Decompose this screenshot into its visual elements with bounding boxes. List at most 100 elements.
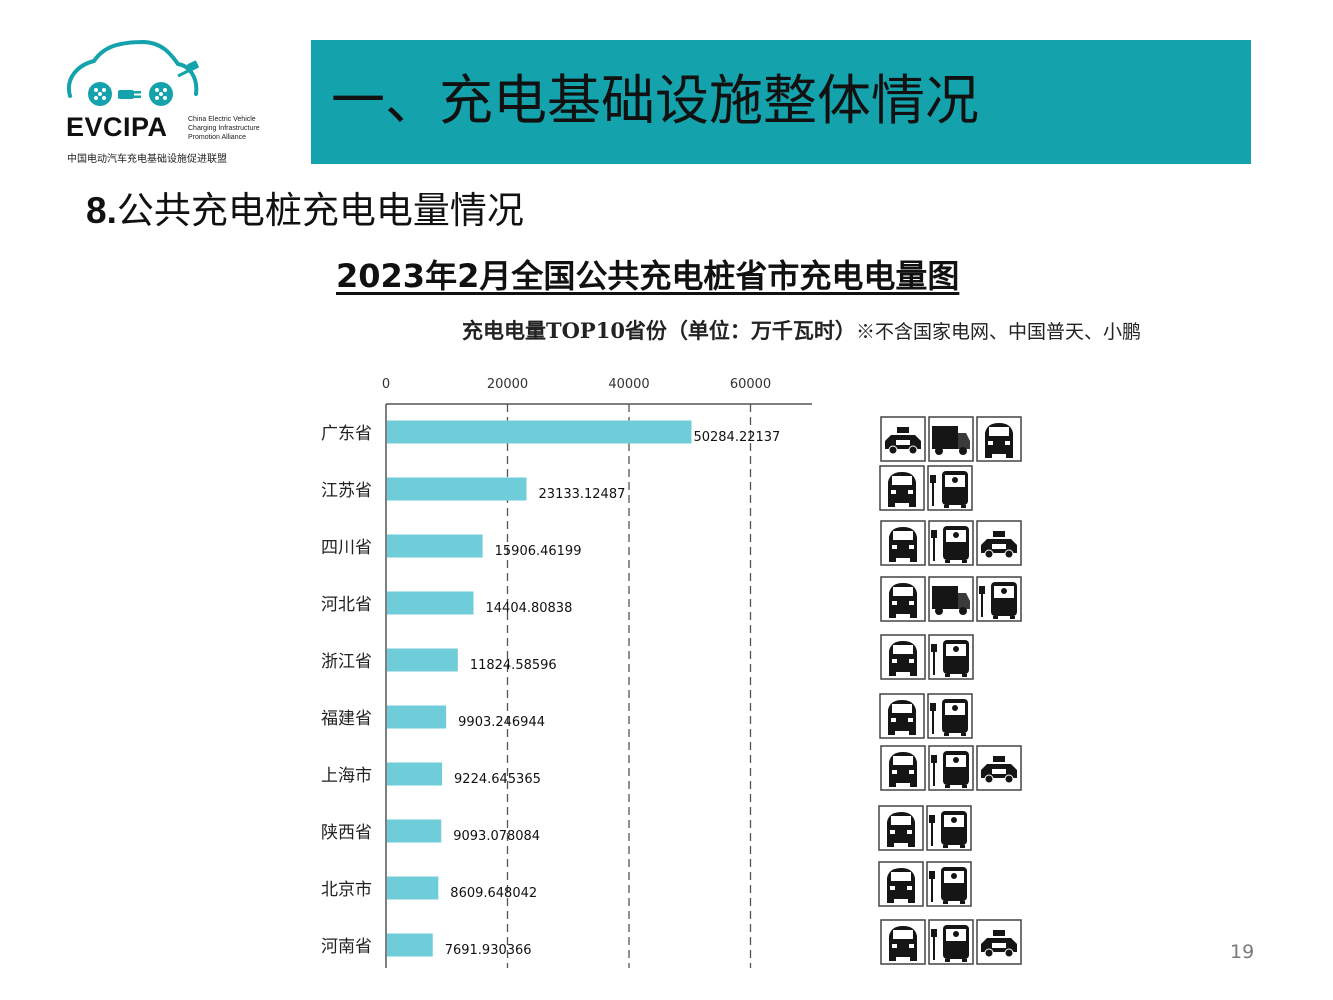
car-wheel — [887, 843, 894, 847]
bar — [387, 477, 527, 501]
truck-cab — [958, 593, 970, 609]
slide-title: 一、充电基础设施整体情况 — [331, 69, 979, 132]
taxi-wheel — [888, 445, 898, 455]
bus-wheel — [962, 560, 967, 563]
car-icon — [879, 465, 925, 511]
car-headlight — [908, 490, 913, 494]
x-tick-label: 20000 — [487, 377, 528, 392]
car-wheel — [889, 783, 896, 787]
bus-stop-sign — [929, 815, 935, 823]
car-windshield — [893, 930, 913, 939]
bus-stop-pole — [933, 649, 935, 675]
bus-driver — [952, 705, 958, 711]
car-wheel — [908, 899, 915, 903]
bus-stop-sign — [930, 475, 936, 483]
taxi-wheel — [984, 948, 994, 958]
bus-stop-pole — [933, 934, 935, 960]
car-windshield — [893, 587, 913, 596]
bar — [387, 933, 433, 957]
category-label: 福建省 — [321, 709, 372, 729]
bus-stop-pole — [933, 535, 935, 561]
data-label: 15906.46199 — [495, 544, 582, 559]
bus-driver — [953, 646, 959, 652]
bus-driver — [953, 532, 959, 538]
car-headlight — [1005, 441, 1010, 445]
x-tick-label: 40000 — [608, 377, 649, 392]
bar — [387, 420, 692, 444]
car-icon — [880, 745, 926, 791]
taxi-wheel — [1004, 549, 1014, 559]
bus-driver — [1001, 588, 1007, 594]
bus-icon — [928, 745, 974, 791]
bus-wheel — [962, 674, 967, 677]
evcipa-logo: EVCIPA China Electric Vehicle Charging I… — [60, 38, 275, 168]
taxi-roof-sign — [897, 427, 909, 433]
bus-stop-sign — [931, 530, 937, 538]
car-wheel — [910, 614, 917, 618]
car-wheel — [910, 558, 917, 562]
truck-wheel — [959, 447, 967, 455]
car-wheel — [909, 731, 916, 735]
bar — [387, 819, 442, 843]
data-label: 8609.648042 — [450, 886, 537, 901]
bus-stop-sign — [930, 703, 936, 711]
taxi-wheel — [908, 445, 918, 455]
car-plug-logo-icon — [66, 39, 199, 106]
car-wheel — [887, 899, 894, 903]
car-windshield — [893, 531, 913, 540]
bus-wheel — [961, 505, 966, 508]
bus-stop-pole — [932, 708, 934, 734]
bus-icon — [928, 520, 974, 566]
category-label: 上海市 — [321, 766, 372, 786]
chart-note: ※不含国家电网、中国普天、小鹏 — [855, 321, 1141, 343]
bus-wheel — [945, 560, 950, 563]
taxi-wheel — [1004, 774, 1014, 784]
car-windshield — [892, 476, 912, 485]
car-wheel — [910, 672, 917, 676]
bar — [387, 876, 439, 900]
logo-en-line: Charging Infrastructure — [188, 125, 260, 132]
truck-icon — [928, 576, 974, 622]
car-wheel — [889, 672, 896, 676]
car-headlight — [909, 944, 914, 948]
bus-wheel — [945, 959, 950, 962]
bar — [387, 705, 447, 729]
category-label: 四川省 — [321, 538, 372, 558]
truck-wheel — [959, 607, 967, 615]
bus-stop-sign — [931, 644, 937, 652]
car-windshield — [893, 756, 913, 765]
car-headlight — [988, 441, 993, 445]
taxi-roof-sign — [993, 930, 1005, 936]
car-wheel — [909, 503, 916, 507]
category-label: 北京市 — [321, 880, 372, 900]
bus-icon — [928, 919, 974, 965]
section-heading: 8.公共充电桩充电电量情况 — [86, 188, 524, 234]
car-headlight — [892, 770, 897, 774]
logo-en-line: China Electric Vehicle — [188, 116, 256, 123]
car-wheel — [889, 957, 896, 961]
taxi-plate — [896, 440, 910, 445]
section-number: 8. — [86, 190, 117, 231]
car-windshield — [892, 704, 912, 713]
truck-wheel — [935, 447, 943, 455]
car-windshield — [989, 427, 1009, 436]
car-headlight — [891, 718, 896, 722]
chart-unit-label: 充电电量TOP10省份（单位：万千瓦时） — [462, 318, 856, 343]
data-label: 11824.58596 — [470, 658, 557, 673]
car-headlight — [892, 601, 897, 605]
bus-wheel — [945, 785, 950, 788]
car-headlight — [892, 545, 897, 549]
taxi-roof-sign — [993, 531, 1005, 537]
logo-english-name: China Electric Vehicle Charging Infrastr… — [188, 115, 260, 142]
car-icon — [879, 693, 925, 739]
car-windshield — [893, 645, 913, 654]
car-headlight — [890, 886, 895, 890]
car-icon — [880, 520, 926, 566]
data-label: 9093.078084 — [453, 829, 540, 844]
bus-driver — [951, 817, 957, 823]
bus-wheel — [960, 901, 965, 904]
data-label: 9903.246944 — [458, 715, 545, 730]
car-wheel — [889, 614, 896, 618]
taxi-icon — [976, 520, 1022, 566]
bar — [387, 762, 443, 786]
